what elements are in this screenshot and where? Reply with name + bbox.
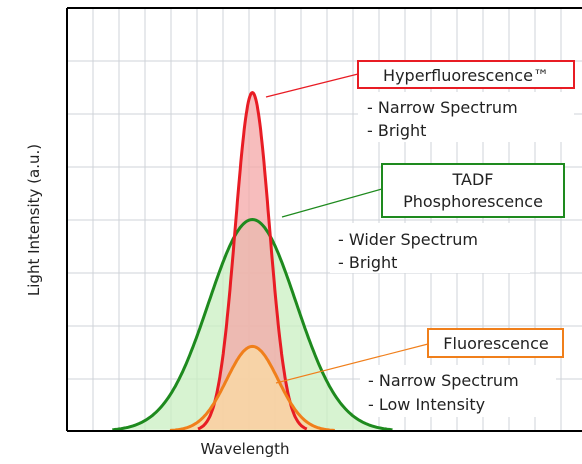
tadf-note-1: - Wider Spectrum <box>338 230 478 249</box>
fluor-note-2: - Low Intensity <box>368 395 485 414</box>
tadf-notes-bg <box>330 223 530 273</box>
fluor-label-box <box>427 328 564 358</box>
hyper-notes-bg <box>358 92 574 142</box>
fluorescence-curve <box>169 344 335 432</box>
y-axis-label: Light Intensity (a.u.) <box>25 144 43 296</box>
tadf-leader-line <box>281 188 383 218</box>
tadf-note-2: - Bright <box>338 253 397 272</box>
hyper-note-2: - Bright <box>367 121 426 140</box>
hyper-leader-line <box>265 73 359 98</box>
hyper-label-box <box>357 60 575 89</box>
hyper-label: Hyperfluorescence™ <box>383 66 549 85</box>
x-axis-label: Wavelength <box>201 440 290 458</box>
tadf-curve <box>112 217 393 432</box>
tadf-label-line-2: Phosphorescence <box>403 192 543 211</box>
fluor-note-1: - Narrow Spectrum <box>368 371 519 390</box>
hyper-note-1: - Narrow Spectrum <box>367 98 518 117</box>
tadf-label-line-1: TADF <box>452 170 494 189</box>
fluor-notes-bg <box>360 365 556 417</box>
fluor-label: Fluorescence <box>443 334 548 353</box>
tadf-label-box <box>381 163 565 218</box>
hyperfluorescence-curve <box>197 90 308 431</box>
fluor-leader-line <box>275 343 429 384</box>
curve-lines <box>112 90 393 432</box>
